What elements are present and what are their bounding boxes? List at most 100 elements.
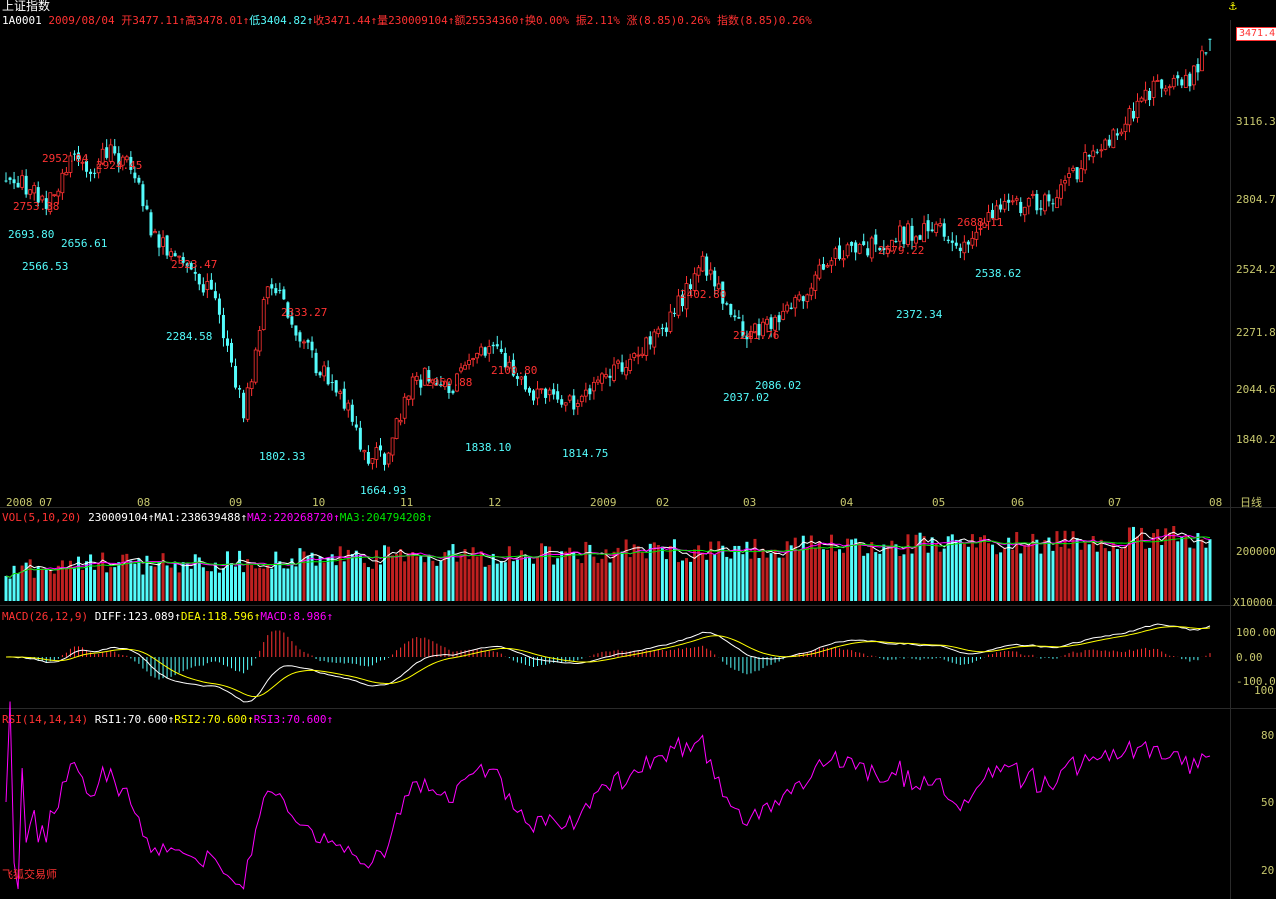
volume-bar xyxy=(765,557,769,601)
volume-bar xyxy=(737,545,741,601)
price-tick: 1840.2 xyxy=(1236,433,1276,446)
candle-body xyxy=(785,304,790,312)
candle-body xyxy=(270,284,274,289)
candle-body xyxy=(133,172,137,179)
candle-body xyxy=(902,226,906,245)
low-annotation: 2284.58 xyxy=(166,330,213,343)
arrow-up-icon: ↑ xyxy=(147,511,155,524)
candle-body xyxy=(604,374,608,378)
candle-body xyxy=(40,195,45,201)
candle-body xyxy=(358,427,362,450)
candle-body xyxy=(1167,86,1172,89)
candle-body xyxy=(882,248,886,251)
volume-bar xyxy=(910,553,914,601)
volume-bar xyxy=(797,550,801,601)
candle-body xyxy=(390,437,395,456)
volume-bar xyxy=(850,539,854,601)
candle-body xyxy=(322,365,327,377)
volume-bar xyxy=(962,543,966,601)
low-annotation: 1814.75 xyxy=(562,447,609,460)
candle-body xyxy=(1071,167,1075,171)
vol-indicator-name[interactable]: VOL(5,10,20) xyxy=(2,511,82,524)
period-label[interactable]: 日线 xyxy=(1240,496,1262,509)
candle-body xyxy=(757,324,761,336)
candle-body xyxy=(567,395,572,401)
volume-bar xyxy=(117,562,121,601)
volume-bar xyxy=(1140,527,1144,601)
candle-body xyxy=(455,373,459,392)
volume-bar xyxy=(946,536,950,601)
candle-body xyxy=(539,388,544,391)
candle-body xyxy=(515,376,519,379)
candle-body xyxy=(1143,89,1148,101)
candle-body xyxy=(234,365,238,388)
candle-body xyxy=(547,389,552,396)
price-tick: 3116.3 xyxy=(1236,115,1276,128)
volume-bar xyxy=(76,556,80,601)
volume-bar xyxy=(8,578,12,601)
candle-body xyxy=(978,228,983,230)
volume-bar xyxy=(648,543,652,601)
volume-bar xyxy=(991,544,995,601)
volume-bar xyxy=(838,549,842,601)
candle-body xyxy=(52,194,57,197)
volume-bar xyxy=(125,553,129,601)
low-annotation: 2566.53 xyxy=(22,260,69,273)
candle-body xyxy=(242,392,246,419)
stock-code: 1A0001 xyxy=(2,14,42,27)
candle-body xyxy=(467,359,471,365)
candle-body xyxy=(672,312,676,314)
candle-body xyxy=(32,185,37,194)
candle-body xyxy=(676,295,681,316)
volume-bar xyxy=(40,568,44,601)
candle-body xyxy=(906,223,910,245)
volume-bar xyxy=(689,561,693,601)
volume-bar xyxy=(668,545,672,601)
volume-bar xyxy=(463,549,467,601)
candle-body xyxy=(120,156,125,166)
volume-bar xyxy=(914,534,918,601)
candle-body xyxy=(914,236,918,244)
low-annotation: 1838.10 xyxy=(465,441,512,454)
close-price: 收3471.44 xyxy=(313,14,371,27)
volume-bar xyxy=(72,567,76,601)
volume-bar xyxy=(995,554,999,601)
candle-body xyxy=(1200,50,1204,72)
candle-body xyxy=(700,255,705,272)
volume-bar xyxy=(342,561,346,601)
volume-bar xyxy=(153,566,157,601)
candle-body xyxy=(745,335,749,340)
volume-bar xyxy=(636,546,640,601)
volume-bar xyxy=(266,564,270,601)
date-tick: 11 xyxy=(400,496,414,509)
date-tick: 2008 07 xyxy=(6,496,53,509)
candle-body xyxy=(922,223,926,243)
volume-bar xyxy=(1184,535,1188,601)
candle-body xyxy=(527,388,531,393)
volume-bar xyxy=(455,561,459,601)
volume-bar xyxy=(185,562,189,601)
anchor-icon[interactable]: ⚓ xyxy=(1229,0,1237,14)
candle-body xyxy=(374,447,379,460)
volume-bar xyxy=(44,568,48,601)
candle-body xyxy=(20,175,25,188)
volume-bar xyxy=(821,549,825,601)
low-annotation: 1664.93 xyxy=(360,484,407,497)
candle-body xyxy=(1160,79,1164,89)
date-tick: 02 xyxy=(656,496,670,509)
macd-indicator-name[interactable]: MACD(26,12,9) xyxy=(2,610,89,623)
candle-body xyxy=(648,336,652,345)
candle-body xyxy=(885,248,890,254)
rsi-indicator-name[interactable]: RSI(14,14,14) xyxy=(2,713,89,726)
candle-body xyxy=(684,283,689,310)
macd-axis-tick: -100.0 xyxy=(1236,675,1276,688)
volume-bar xyxy=(628,557,632,601)
candle-body xyxy=(89,171,93,174)
volume-bar xyxy=(399,549,403,601)
volume-bar xyxy=(20,565,24,601)
date-tick: 08 xyxy=(137,496,151,509)
candle-body xyxy=(781,310,786,320)
volume-bar xyxy=(870,542,874,601)
volume-bar xyxy=(1148,547,1152,601)
candle-body xyxy=(193,271,197,274)
